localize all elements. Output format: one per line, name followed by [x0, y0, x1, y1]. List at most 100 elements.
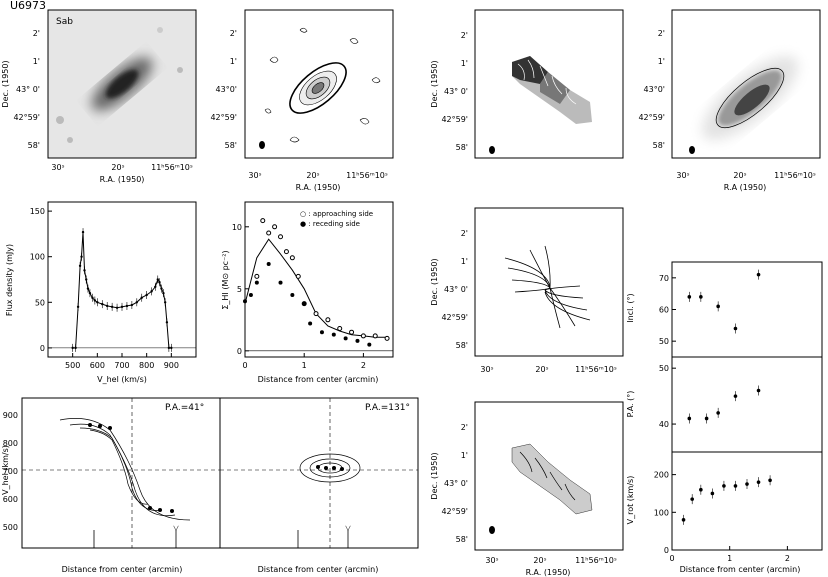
ytick-label: 50	[659, 337, 669, 346]
profile-point	[115, 306, 119, 309]
data-point	[756, 480, 761, 484]
ylabel-g: Dec. (1950)	[430, 452, 439, 499]
profile-point	[71, 346, 74, 350]
xtick-label: 1	[727, 554, 732, 563]
dec-tick-g3: 43° 0'	[444, 479, 468, 488]
approaching-point	[325, 317, 331, 323]
receding-point	[355, 338, 360, 343]
receding-point	[302, 301, 307, 306]
pv-ylabel-axis: V_hel	[1, 473, 10, 495]
receding-point	[243, 299, 247, 304]
data-point	[756, 272, 761, 277]
profile-plot: 0 50 100 150 500 600 700 800 900	[30, 207, 196, 370]
dec-tick-c3: 43° 0'	[444, 87, 468, 96]
galaxy-name: U6973	[10, 0, 46, 12]
dec-tick-d4: 42°59'	[638, 113, 665, 122]
ytick-label: 0	[40, 344, 45, 353]
svg-text:900: 900	[3, 411, 18, 420]
pv-xlabel-2: Distance from center (arcmin)	[258, 565, 379, 574]
profile-point	[135, 301, 138, 304]
ra-tick-b3: 11ʰ56ᵐ10ˢ	[346, 171, 388, 180]
ra-tick-g2: 20ˢ	[533, 556, 546, 565]
data-point	[699, 487, 703, 492]
vrot-frame	[671, 451, 823, 551]
vrot-ylabel: V_rot (km/s)	[626, 476, 635, 525]
ytick-label: 100	[30, 253, 45, 262]
svg-text:600: 600	[3, 495, 18, 504]
ytick-label: 0	[237, 347, 242, 356]
dec-tick-d5: 58'	[653, 141, 665, 150]
dec-tick-d1: 2'	[658, 29, 665, 38]
ra-tick-d2: 20ˢ	[733, 171, 746, 180]
legend-approaching: ○ : approaching side	[300, 210, 373, 218]
svg-text:800: 800	[3, 439, 18, 448]
ra-tick-d1: 30ˢ	[676, 171, 689, 180]
data-point	[722, 484, 726, 488]
approaching-point	[254, 273, 260, 279]
ytick-label: 0	[664, 546, 669, 555]
pa-frame	[671, 356, 823, 453]
data-point	[681, 518, 686, 522]
dec-tick-a4: 42°59'	[13, 113, 40, 122]
data-point	[716, 304, 720, 309]
profile-point	[125, 304, 129, 308]
approaching-point	[272, 224, 278, 230]
profile-point	[167, 346, 171, 350]
profile-point	[85, 278, 88, 281]
xtick-label: 0	[669, 554, 674, 563]
velocity-field-panel	[474, 9, 624, 159]
dec-tick-g1: 2'	[461, 423, 468, 432]
dec-tick-e3: 43° 0'	[444, 285, 468, 294]
dec-tick-b3: 43°0'	[216, 85, 237, 94]
profile-point	[83, 269, 86, 272]
profile-point	[86, 287, 90, 290]
ylabel-a: Dec. (1950)	[1, 60, 10, 107]
profile-point	[165, 321, 169, 324]
profile-point	[163, 301, 167, 304]
dec-tick-a3: 43° 0'	[16, 85, 40, 94]
profile-point	[110, 305, 114, 309]
dec-tick-c1: 2'	[461, 31, 468, 40]
xtick-label: 600	[90, 361, 105, 370]
dec-tick-g4: 42°59'	[441, 507, 468, 516]
approaching-point	[372, 333, 378, 339]
density-plot: 0 5 10 0 1 2	[232, 218, 393, 370]
ytick-label: 70	[659, 274, 669, 283]
xtick-label: 1	[302, 361, 307, 370]
receding-point	[266, 262, 271, 266]
dec-tick-b5: 58'	[225, 141, 237, 150]
pv-ylabel: V_hel (km/s)	[1, 445, 10, 495]
dec-tick-c5: 58'	[456, 143, 468, 152]
receding-point	[278, 280, 283, 285]
ytick-label: 200	[654, 471, 669, 480]
profile-point	[156, 278, 159, 281]
ra-tick-g1: 30ˢ	[485, 556, 498, 565]
receding-point	[290, 293, 295, 297]
ytick-label: 60	[659, 306, 669, 315]
profile-point	[130, 303, 134, 307]
dec-tick-b1: 2'	[230, 29, 237, 38]
pa-131-label: P.A.=131°	[365, 403, 410, 413]
approaching-point	[349, 329, 355, 335]
profile-point	[160, 287, 163, 290]
receding-point	[248, 293, 253, 297]
density-xlabel: Distance from center (arcmin)	[258, 375, 379, 384]
profile-point	[150, 290, 153, 293]
ylabel-c: Dec. (1950)	[430, 60, 439, 107]
density-frame	[244, 201, 394, 358]
profile-frame	[47, 201, 197, 358]
ytick-label: 5	[237, 285, 242, 294]
ytick-label: 40	[659, 420, 669, 429]
ytick-label: 50	[35, 298, 45, 307]
approaching-point	[266, 230, 272, 236]
approaching-point	[313, 311, 319, 317]
data-point	[699, 295, 703, 299]
profile-point	[88, 291, 92, 295]
approaching-point	[337, 325, 343, 331]
xtick-label: 700	[114, 361, 129, 370]
approaching-point	[295, 273, 301, 279]
ra-tick-e1: 30ˢ	[480, 365, 493, 374]
residual-map-panel	[474, 401, 624, 551]
data-point	[704, 416, 709, 421]
receding-point	[319, 330, 324, 335]
